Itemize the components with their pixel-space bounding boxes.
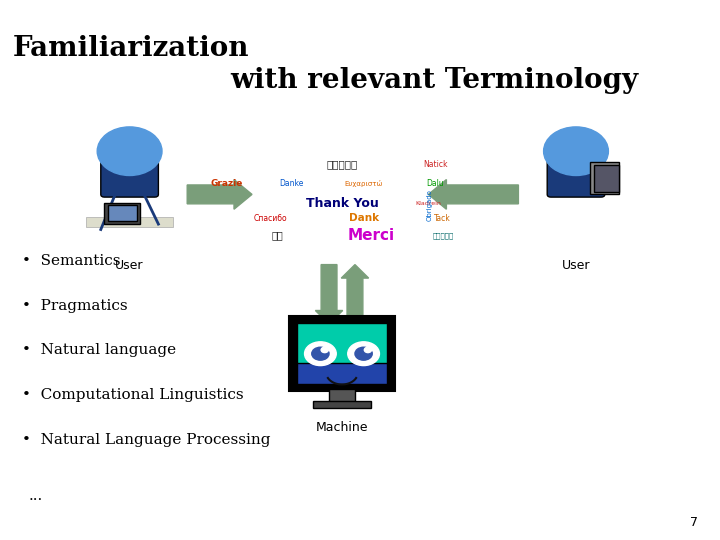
FancyBboxPatch shape [329, 389, 355, 402]
FancyArrow shape [341, 265, 369, 324]
Circle shape [544, 127, 608, 176]
Text: with relevant Terminology: with relevant Terminology [230, 68, 639, 94]
FancyArrow shape [428, 179, 518, 209]
Text: Natick: Natick [423, 160, 448, 168]
Text: Machine: Machine [316, 421, 368, 434]
FancyBboxPatch shape [108, 205, 137, 221]
Text: User: User [115, 259, 144, 272]
Text: Familiarization: Familiarization [13, 35, 249, 62]
Text: Merci: Merci [347, 228, 395, 243]
Text: Dank: Dank [348, 213, 379, 223]
Text: User: User [562, 259, 590, 272]
Text: Thank You: Thank You [305, 197, 379, 210]
Text: ありがとう: ありがとう [432, 232, 454, 239]
Circle shape [97, 127, 162, 176]
Text: Obrigado: Obrigado [427, 189, 433, 221]
Text: 7: 7 [690, 516, 698, 529]
FancyBboxPatch shape [104, 202, 140, 224]
Circle shape [355, 347, 372, 360]
Circle shape [321, 347, 328, 353]
Text: ...: ... [29, 489, 43, 503]
Text: •  Semantics: • Semantics [22, 254, 120, 268]
Circle shape [312, 347, 329, 360]
Text: Danke: Danke [279, 179, 304, 188]
Text: Tack: Tack [434, 214, 451, 222]
FancyBboxPatch shape [547, 151, 605, 197]
Text: Спасибо: Спасибо [253, 214, 287, 222]
Circle shape [364, 347, 372, 353]
Text: Dalu: Dalu [427, 179, 444, 188]
Text: Kladrein: Kladrein [415, 200, 441, 206]
FancyBboxPatch shape [297, 323, 387, 384]
Text: 谢谢: 谢谢 [271, 231, 283, 240]
FancyBboxPatch shape [101, 151, 158, 197]
FancyBboxPatch shape [86, 217, 173, 227]
Circle shape [348, 342, 379, 366]
Text: •  Natural Language Processing: • Natural Language Processing [22, 433, 270, 447]
Text: •  Computational Linguistics: • Computational Linguistics [22, 388, 243, 402]
FancyArrow shape [187, 179, 252, 209]
FancyBboxPatch shape [594, 165, 619, 192]
Text: •  Natural language: • Natural language [22, 343, 176, 357]
FancyBboxPatch shape [297, 363, 387, 384]
Text: Ευχαριστώ: Ευχαριστώ [344, 180, 383, 187]
Text: •  Pragmatics: • Pragmatics [22, 299, 127, 313]
FancyBboxPatch shape [590, 162, 619, 194]
FancyBboxPatch shape [289, 316, 395, 391]
Text: 감사합니다: 감사합니다 [326, 159, 358, 169]
FancyBboxPatch shape [313, 401, 371, 408]
Circle shape [305, 342, 336, 366]
Text: Grazie: Grazie [211, 179, 243, 188]
FancyArrow shape [315, 265, 343, 324]
